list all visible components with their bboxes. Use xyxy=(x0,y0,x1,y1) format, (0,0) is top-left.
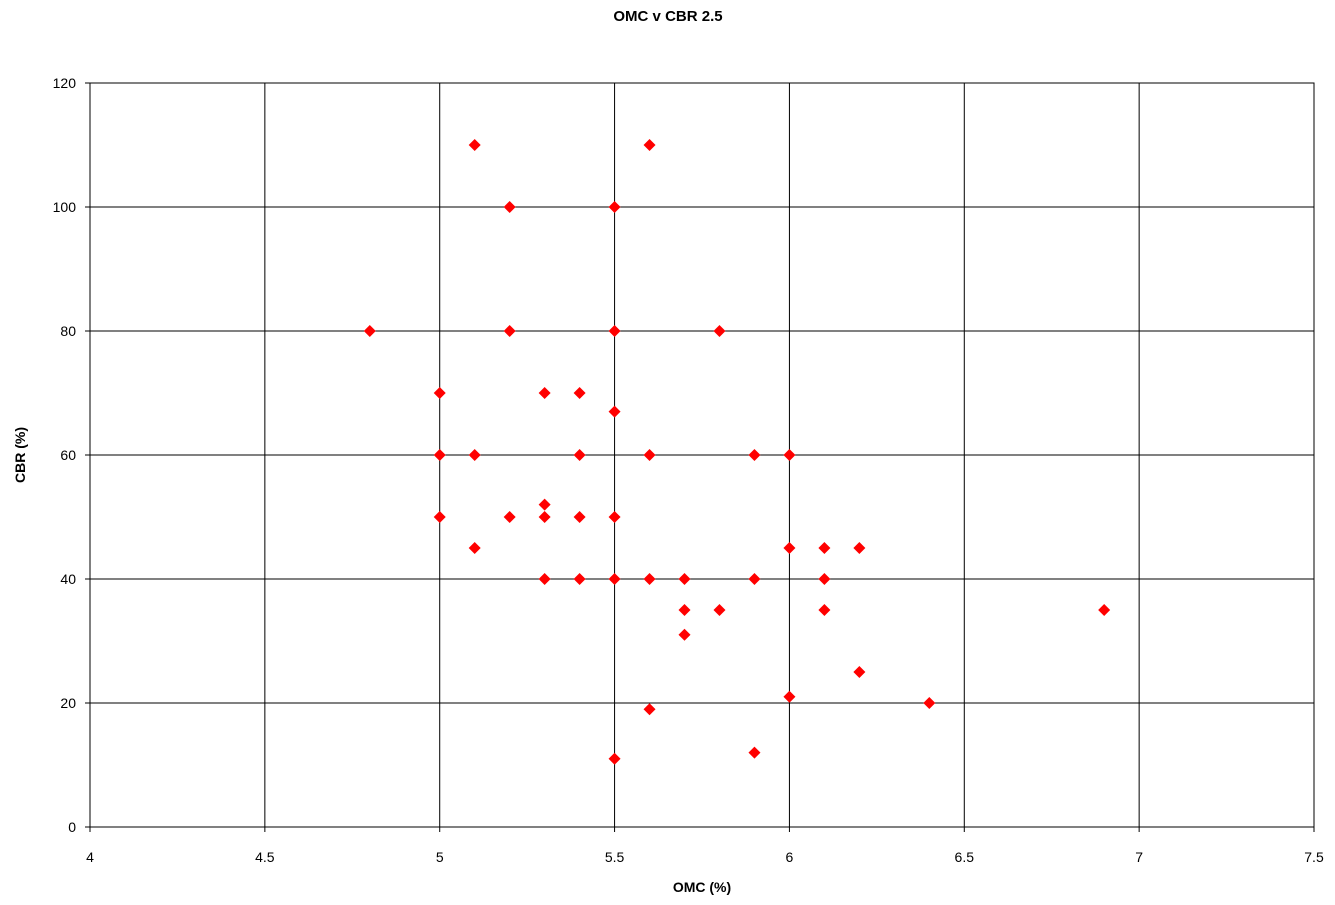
data-point xyxy=(608,201,621,213)
data-point xyxy=(573,573,586,585)
data-point xyxy=(468,139,481,151)
data-point xyxy=(818,542,831,554)
data-point xyxy=(748,449,761,461)
y-tick-label: 0 xyxy=(68,819,76,835)
y-tick-label: 120 xyxy=(53,75,77,91)
x-axis-label: OMC (%) xyxy=(673,879,731,895)
data-point xyxy=(503,325,516,337)
grid-lines xyxy=(89,82,1315,828)
data-point xyxy=(678,628,691,641)
data-point xyxy=(433,449,446,461)
data-point xyxy=(923,697,936,709)
data-point xyxy=(608,511,621,523)
data-point xyxy=(433,511,446,523)
data-point xyxy=(748,573,761,585)
data-point xyxy=(818,573,831,585)
data-point xyxy=(503,511,516,523)
data-point xyxy=(853,666,866,678)
data-point xyxy=(468,542,481,554)
data-point xyxy=(573,511,586,523)
data-point xyxy=(538,387,551,399)
y-axis-label: CBR (%) xyxy=(12,427,28,483)
data-point xyxy=(608,325,621,337)
data-point xyxy=(783,690,796,703)
data-point xyxy=(608,405,621,418)
axis-ticks: 4 4.5 5 5.5 6 6.5 7 7.5 0 20 40 60 80 100 120 xyxy=(53,75,1324,865)
data-point xyxy=(573,387,586,399)
x-tick-label: 6.5 xyxy=(955,849,975,865)
data-point xyxy=(678,573,691,585)
data-point xyxy=(643,449,656,461)
data-point xyxy=(503,201,516,213)
x-tick-label: 5 xyxy=(436,849,444,865)
data-point xyxy=(538,498,551,511)
x-tick-label: 7 xyxy=(1135,849,1143,865)
data-point xyxy=(853,542,866,554)
data-point xyxy=(468,449,481,461)
data-point xyxy=(1098,604,1111,616)
data-point xyxy=(818,604,831,616)
y-tick-label: 40 xyxy=(60,571,76,587)
data-point xyxy=(783,542,796,554)
data-point xyxy=(748,746,761,759)
y-tick-label: 20 xyxy=(60,695,76,711)
data-point xyxy=(538,573,551,585)
data-point xyxy=(713,325,726,337)
data-point xyxy=(573,449,586,461)
x-tick-label: 4.5 xyxy=(255,849,275,865)
data-points xyxy=(363,139,1111,765)
data-point xyxy=(608,752,621,765)
data-point xyxy=(433,387,446,399)
x-tick-label: 5.5 xyxy=(605,849,625,865)
chart-title: OMC v CBR 2.5 xyxy=(613,8,722,25)
data-point xyxy=(783,449,796,461)
data-point xyxy=(643,573,656,585)
data-point xyxy=(538,511,551,523)
x-tick-label: 4 xyxy=(86,849,94,865)
data-point xyxy=(678,604,691,616)
data-point xyxy=(363,325,376,337)
x-tick-label: 7.5 xyxy=(1304,849,1324,865)
y-tick-label: 80 xyxy=(60,323,76,339)
x-tick-label: 6 xyxy=(786,849,794,865)
y-tick-label: 60 xyxy=(60,447,76,463)
data-point xyxy=(643,703,656,716)
data-point xyxy=(608,573,621,585)
data-point xyxy=(713,604,726,616)
y-tick-label: 100 xyxy=(53,199,77,215)
data-point xyxy=(643,139,656,151)
